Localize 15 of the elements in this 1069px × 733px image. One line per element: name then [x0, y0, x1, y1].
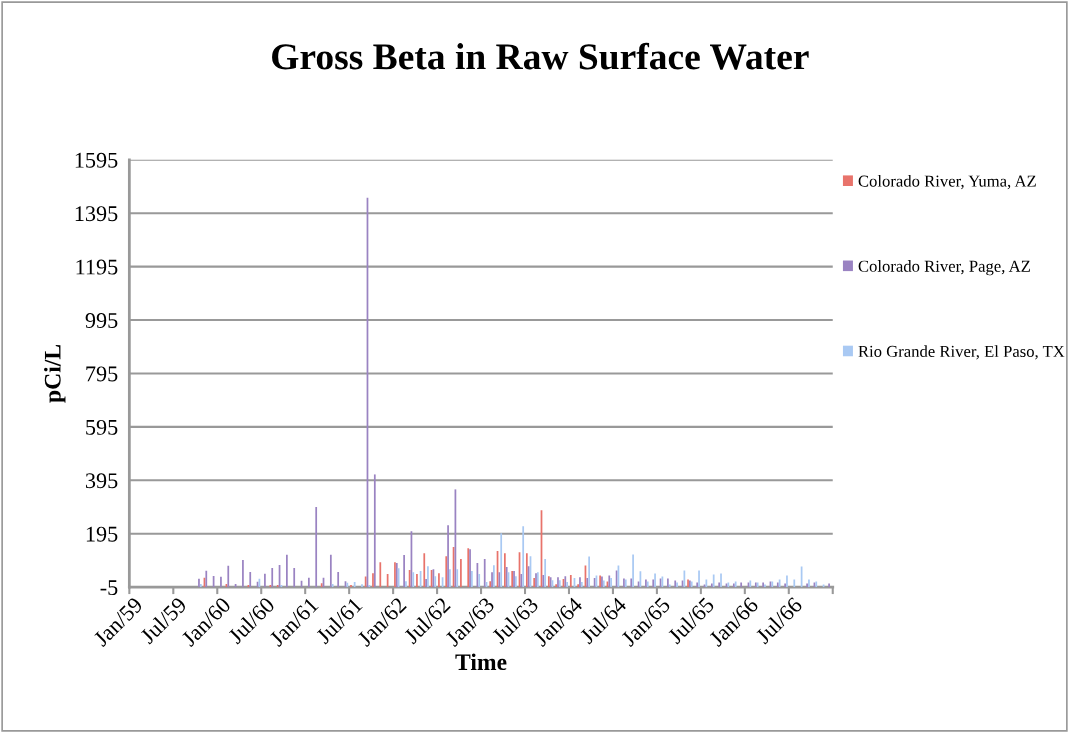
chart-title: Gross Beta in Raw Surface Water [272, 42, 809, 70]
y-tick-label: 995 [85, 313, 118, 328]
x-axis-title: Time [455, 653, 507, 671]
legend-label: Colorado River, Page, AZ [858, 260, 1030, 276]
legend-label: Rio Grande River, El Paso, TX [858, 345, 1065, 360]
y-tick-label: 395 [85, 473, 118, 489]
y-tick-label: 1395 [75, 206, 118, 222]
y-axis-title: pCi/L [44, 344, 66, 403]
y-tick-label: -5 [100, 580, 118, 596]
y-tick-label: 1195 [76, 259, 118, 275]
y-tick-label: 1595 [75, 152, 118, 168]
legend-label: Colorado River, Yuma, AZ [858, 175, 1036, 190]
y-tick-label: 795 [86, 366, 118, 382]
y-tick-label: 195 [86, 526, 118, 542]
y-tick-label: 595 [86, 419, 118, 435]
